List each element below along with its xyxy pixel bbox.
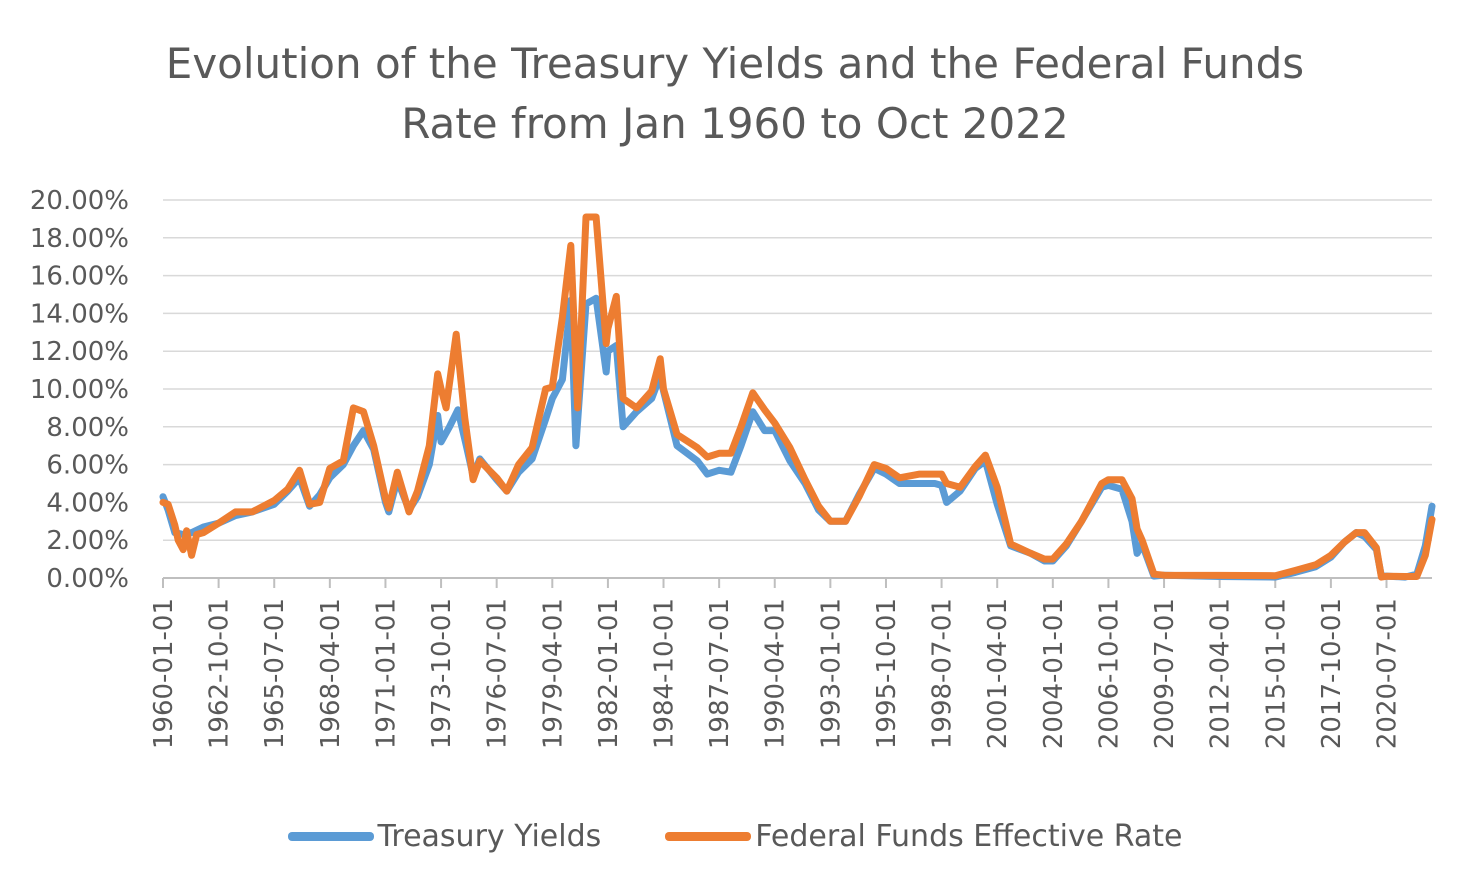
x-tick-label: 1965-07-01 [260, 598, 290, 749]
chart-title: Evolution of the Treasury Yields and the… [0, 34, 1470, 154]
series-line-federal-funds-rate [159, 213, 1436, 581]
x-tick-label: 2001-04-01 [983, 598, 1013, 749]
series-lines [159, 213, 1436, 581]
chart-title-line-1: Evolution of the Treasury Yields and the… [165, 39, 1305, 88]
legend-item-treasury-yields[interactable]: Treasury Yields [287, 818, 602, 854]
x-tick-label: 1976-07-01 [483, 598, 513, 749]
plot-area: 0.00% 2.00% 4.00% 6.00% 8.00% 10.00% 12.00% 14.… [30, 186, 1436, 749]
x-tick-label: 1982-01-01 [594, 598, 624, 749]
x-tick-label: 1984-10-01 [650, 598, 680, 749]
legend-label-treasury-yields: Treasury Yields [377, 818, 602, 854]
y-tick-label: 16.00% [30, 262, 129, 292]
y-tick-labels: 0.00% 2.00% 4.00% 6.00% 8.00% 10.00% 12.00% 14.… [30, 186, 129, 594]
legend-swatch-treasury-yields [287, 831, 374, 841]
legend-item-federal-funds-rate[interactable]: Federal Funds Effective Rate [665, 818, 1183, 854]
legend-label-federal-funds-rate: Federal Funds Effective Rate [755, 818, 1183, 854]
x-tick-label: 1993-01-01 [816, 598, 846, 749]
x-tick-label: 2015-01-01 [1261, 598, 1291, 749]
x-tick-label: 1987-07-01 [705, 598, 735, 749]
x-tick-label: 2012-04-01 [1206, 598, 1236, 749]
y-tick-label: 20.00% [30, 186, 129, 216]
x-tick-label: 1995-10-01 [872, 598, 902, 749]
x-tick-label: 2006-10-01 [1094, 598, 1124, 749]
y-tick-label: 6.00% [46, 451, 129, 481]
x-tick-label: 2009-07-01 [1150, 598, 1180, 749]
y-tick-label: 2.00% [46, 526, 129, 556]
legend: Treasury Yields Federal Funds Effective … [0, 808, 1470, 864]
y-tick-label: 14.00% [30, 299, 129, 329]
x-tick-label: 1960-01-01 [149, 598, 179, 749]
series-line-treasury-yields [159, 294, 1436, 581]
x-tick-label: 2017-10-01 [1317, 598, 1347, 749]
x-tick-label: 1962-10-01 [205, 598, 235, 749]
chart-title-line-2: Rate from Jan 1960 to Oct 2022 [401, 99, 1069, 148]
x-tick-label: 1998-07-01 [928, 598, 958, 749]
gridlines [163, 199, 1432, 541]
x-tick-label: 2004-01-01 [1039, 598, 1069, 749]
x-tick-label: 2020-07-01 [1372, 598, 1402, 749]
y-tick-label: 12.00% [30, 337, 129, 367]
x-tick-label: 1968-04-01 [316, 598, 346, 749]
x-tick-label: 1971-01-01 [371, 598, 401, 749]
x-tick-labels: 1960-01-01 1962-10-01 1965-07-01 1968-04-01… [149, 598, 1402, 749]
y-tick-label: 8.00% [46, 413, 129, 443]
x-tick-label: 1990-04-01 [761, 598, 791, 749]
y-tick-label: 18.00% [30, 224, 129, 254]
legend-swatch-federal-funds-rate [665, 831, 752, 841]
x-tick-label: 1979-04-01 [538, 598, 568, 749]
y-tick-label: 0.00% [46, 564, 129, 594]
y-tick-label: 10.00% [30, 375, 129, 405]
x-tick-label: 1973-10-01 [427, 598, 457, 749]
y-tick-label: 4.00% [46, 488, 129, 518]
